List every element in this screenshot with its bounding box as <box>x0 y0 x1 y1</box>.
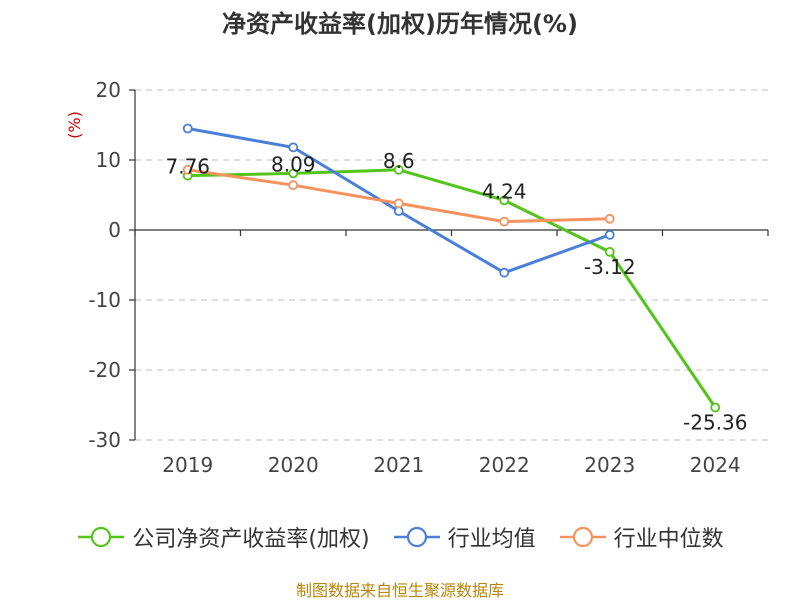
legend-label: 公司净资产收益率(加权) <box>132 527 370 552</box>
data-point[interactable] <box>288 180 299 191</box>
line-chart: 20 10 0 -10 -20 -30 (%) 2019 2020 2021 2022 2023 202… <box>65 78 769 477</box>
data-point[interactable] <box>604 229 615 240</box>
y-tick-label: 20 <box>96 78 121 102</box>
legend-label: 行业中位数 <box>613 527 724 552</box>
data-point[interactable] <box>710 402 721 413</box>
data-label: 8.09 <box>271 152 316 176</box>
data-point[interactable] <box>604 246 615 257</box>
source-note: 制图数据来自恒生聚源数据库 <box>295 581 504 600</box>
data-point[interactable] <box>182 164 193 175</box>
axes: 20 10 0 -10 -20 -30 (%) 2019 2020 2021 2022 2023 202… <box>65 78 769 477</box>
legend-label: 行业均值 <box>447 527 536 552</box>
series-line-0 <box>187 168 717 409</box>
series <box>182 123 721 413</box>
legend-marker-icon <box>78 526 125 548</box>
legend-item-2[interactable]: 行业中位数 <box>558 521 724 553</box>
data-point[interactable] <box>499 195 510 206</box>
y-tick-label: -20 <box>88 358 121 382</box>
x-tick-label: 2024 <box>690 453 741 477</box>
x-tick-label: 2022 <box>479 453 530 477</box>
y-axis-label: (%) <box>65 111 84 139</box>
data-labels: 7.76 8.09 8.6 4.24 -3.12 -25.36 <box>165 149 747 435</box>
y-tick-label: 10 <box>96 148 121 172</box>
legend: 公司净资产收益率(加权) 行业均值 行业中位数 <box>0 518 800 556</box>
x-tick-label: 2020 <box>268 453 319 477</box>
data-label: -3.12 <box>584 255 636 279</box>
legend-marker-icon <box>559 526 606 548</box>
data-point[interactable] <box>604 213 615 224</box>
data-point[interactable] <box>288 142 299 153</box>
data-point[interactable] <box>393 198 404 209</box>
x-tick-label: 2023 <box>584 453 635 477</box>
data-point[interactable] <box>499 216 510 227</box>
data-point[interactable] <box>288 168 299 179</box>
data-point[interactable] <box>393 206 404 217</box>
data-point[interactable] <box>393 164 404 175</box>
grid-lines <box>135 89 768 441</box>
x-tick-label: 2019 <box>162 453 213 477</box>
x-tick-label: 2021 <box>373 453 424 477</box>
chart-title: 净资产收益率(加权)历年情况(%) <box>222 10 578 38</box>
data-label: 7.76 <box>165 155 210 179</box>
y-tick-label: -30 <box>88 428 121 452</box>
data-point[interactable] <box>499 267 510 278</box>
data-label: 4.24 <box>482 179 527 203</box>
y-tick-label: 0 <box>108 218 121 242</box>
legend-marker-icon <box>393 526 440 548</box>
y-tick-label: -10 <box>88 288 121 312</box>
legend-item-0[interactable]: 公司净资产收益率(加权) <box>76 521 370 553</box>
data-label: 8.6 <box>383 149 415 173</box>
legend-item-1[interactable]: 行业均值 <box>392 521 536 553</box>
data-label: -25.36 <box>683 411 747 435</box>
data-point[interactable] <box>182 123 193 134</box>
